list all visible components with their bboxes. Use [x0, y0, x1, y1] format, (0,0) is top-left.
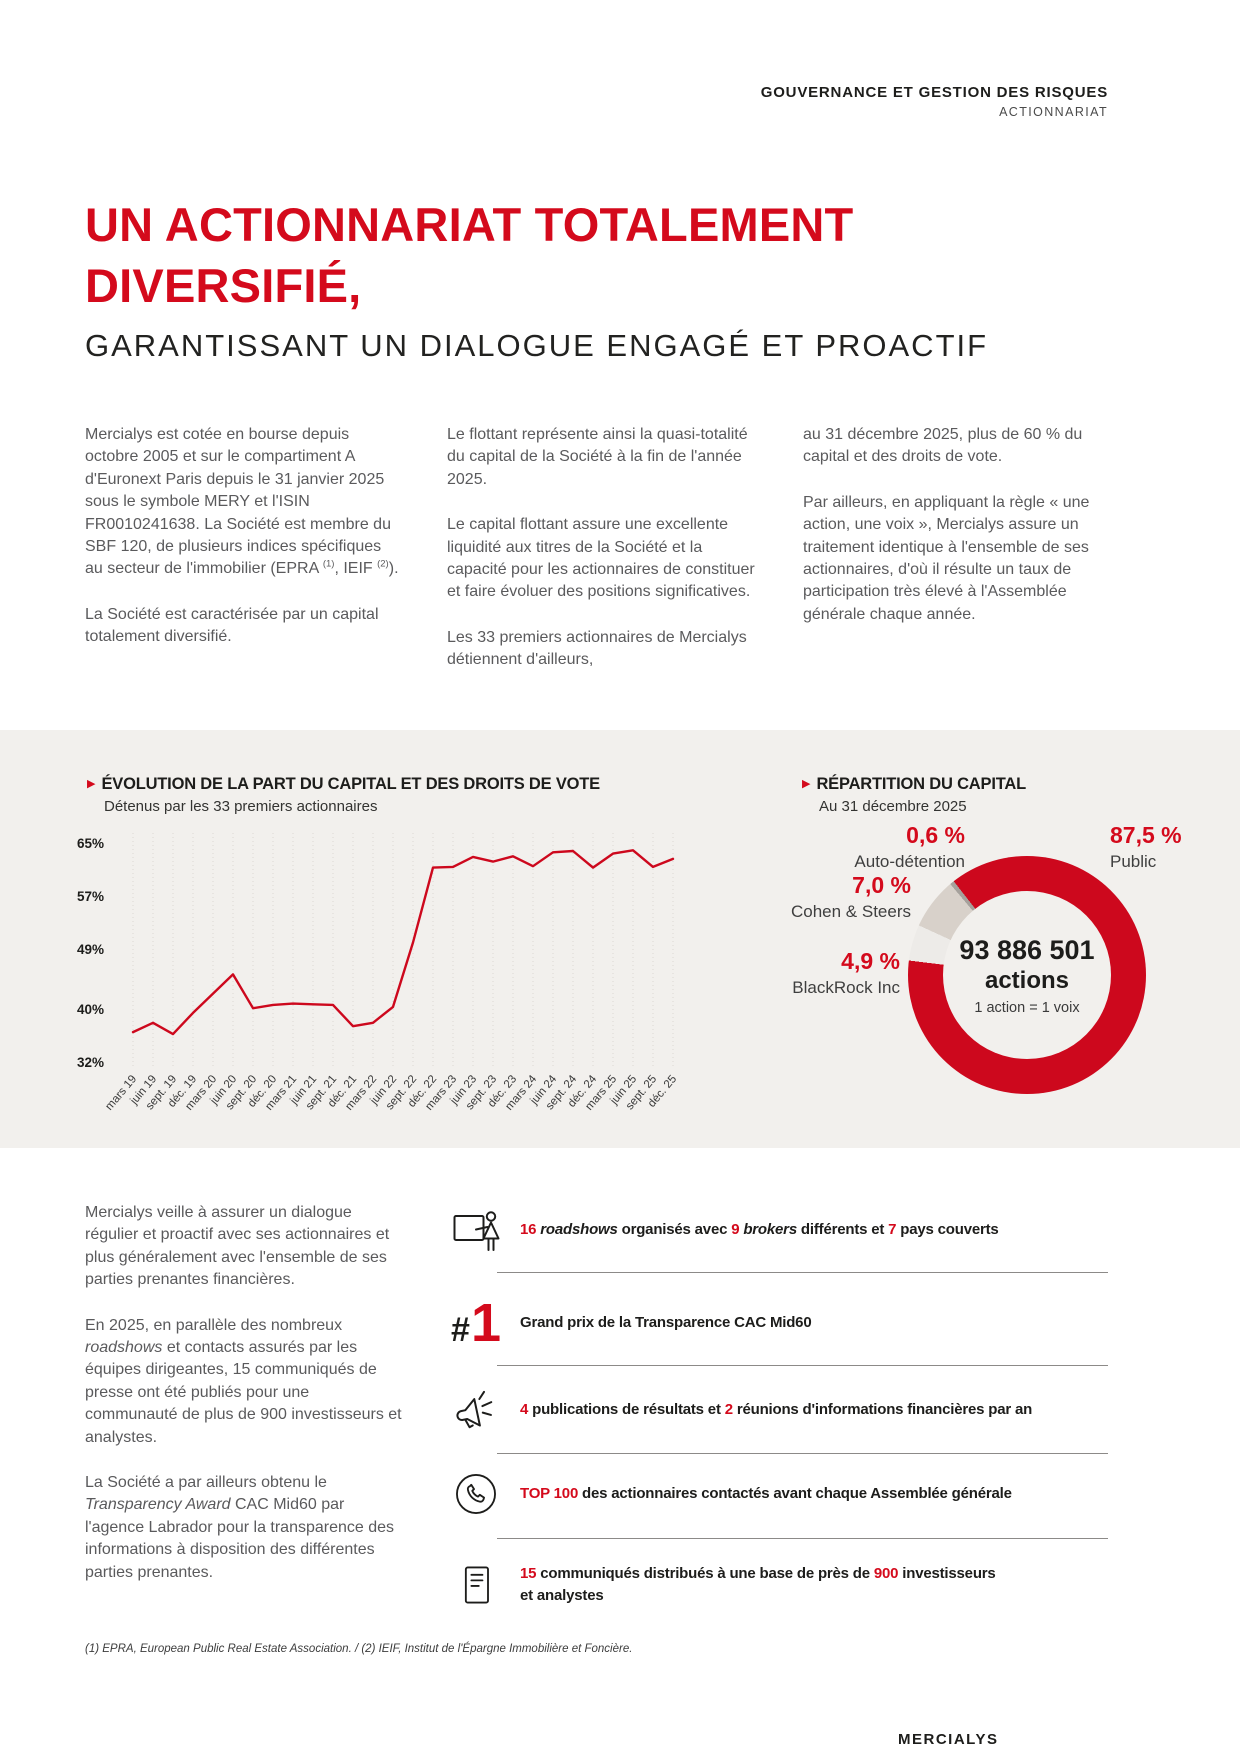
slice-percent: 4,9 % [841, 948, 900, 974]
donut-chart-title: RÉPARTITION DU CAPITAL [816, 775, 1026, 793]
slice-label-cohen-steers: 7,0 % Cohen & Steers [791, 872, 911, 923]
svg-text:32%: 32% [77, 1055, 104, 1070]
slice-percent: 7,0 % [852, 872, 911, 898]
svg-text:57%: 57% [77, 889, 104, 904]
slice-percent: 0,6 % [906, 822, 965, 848]
page-title: UN ACTIONNARIAT TOTALEMENT DIVERSIFIÉ, [85, 194, 853, 316]
kpi-text: Grand prix de la Transparence CAC Mid60 [520, 1314, 812, 1331]
footnote: (1) EPRA, European Public Real Estate As… [85, 1643, 633, 1655]
slice-label-public: 87,5 % Public [1110, 822, 1182, 873]
bullet-marker-icon: ▶ [87, 778, 96, 790]
phone-icon [448, 1468, 504, 1520]
rank-hash: # [451, 1311, 470, 1349]
intro-column-2: Le flottant représente ainsi la quasi-to… [447, 424, 765, 695]
rank-1-badge: #1 [448, 1292, 504, 1354]
donut-chart-subtitle: Au 31 décembre 2025 [819, 798, 967, 815]
dialogue-text-block: Mercialys veille à assurer un dialogue r… [85, 1202, 403, 1607]
page-subtitle: GARANTISSANT UN DIALOGUE ENGAGÉ ET PROAC… [85, 328, 989, 363]
svg-text:40%: 40% [77, 1002, 104, 1017]
line-chart-header: ▶ ÉVOLUTION DE LA PART DU CAPITAL ET DES … [87, 775, 600, 815]
mercialys-logo: MERCIALYS [898, 1731, 999, 1748]
line-chart-title: ÉVOLUTION DE LA PART DU CAPITAL ET DES D… [101, 775, 600, 793]
intro-paragraph: Mercialys est cotée en bourse depuis oct… [85, 426, 399, 578]
presentation-icon [448, 1205, 504, 1255]
kpi-separator [497, 1538, 1108, 1539]
slice-name: BlackRock Inc [792, 978, 900, 997]
donut-chart: 93 886 501 actions 1 action = 1 voix [908, 856, 1146, 1094]
slice-label-auto-detention: 0,6 % Auto-détention [854, 822, 965, 873]
dialogue-paragraph: En 2025, en parallèle des nombreux roads… [85, 1316, 402, 1446]
share-count: 93 886 501 [959, 934, 1095, 965]
kpi-separator [497, 1272, 1108, 1273]
kpi-text: 16 roadshows organisés avec 9 brokers di… [520, 1221, 999, 1238]
section-subheader: ACTIONNARIAT [999, 105, 1108, 119]
svg-text:49%: 49% [77, 942, 104, 957]
kpi-row-roadshows: 16 roadshows organisés avec 9 brokers di… [448, 1198, 1138, 1262]
kpi-text: 15 communiqués distribués à une base de … [520, 1565, 996, 1604]
slice-name: Auto-détention [854, 852, 965, 871]
svg-text:65%: 65% [77, 836, 104, 851]
press-release-icon [448, 1560, 504, 1610]
slice-name: Cohen & Steers [790, 902, 911, 921]
kpi-row-publications: 4 publications de résultats et 2 réunion… [448, 1382, 1138, 1438]
intro-paragraph: La Société est caractérisée par un capit… [85, 605, 379, 646]
dialogue-paragraph: La Société a par ailleurs obtenu le Tran… [85, 1474, 395, 1581]
donut-chart-header: ▶ RÉPARTITION DU CAPITAL Au 31 décembre 2… [802, 775, 1026, 815]
intro-paragraph: Les 33 premiers actionnaires de Mercialy… [447, 628, 747, 669]
kpi-separator [497, 1453, 1108, 1454]
kpi-row-communiques: 15 communiqués distribués à une base de … [448, 1550, 1138, 1620]
slice-label-blackrock: 4,9 % BlackRock Inc [792, 948, 900, 999]
section-header: GOUVERNANCE ET GESTION DES RISQUES [760, 84, 1108, 101]
intro-paragraph: Le flottant représente ainsi la quasi-to… [447, 426, 748, 488]
intro-paragraph: Le capital flottant assure une excellent… [447, 516, 755, 601]
line-chart-subtitle: Détenus par les 33 premiers actionnaires [104, 798, 378, 815]
megaphone-icon [448, 1384, 504, 1436]
kpi-row-top100: TOP 100 des actionnaires contactés avant… [448, 1466, 1138, 1522]
share-count-unit: actions [984, 966, 1070, 994]
kpi-text: 4 publications de résultats et 2 réunion… [520, 1401, 1033, 1418]
share-vote-note: 1 action = 1 voix [974, 999, 1080, 1016]
slice-percent: 87,5 % [1110, 822, 1182, 848]
donut-center: 93 886 501 actions 1 action = 1 voix [943, 891, 1111, 1059]
kpi-text: TOP 100 des actionnaires contactés avant… [520, 1485, 1012, 1502]
intro-column-3: au 31 décembre 2025, plus de 60 % du cap… [803, 424, 1121, 649]
doc-header: GOUVERNANCE ET GESTION DES RISQUES ACTIO… [761, 84, 1108, 119]
intro-column-1: Mercialys est cotée en bourse depuis oct… [85, 424, 403, 672]
slice-name: Public [1110, 852, 1157, 871]
kpi-row-rank: #1 Grand prix de la Transparence CAC Mid… [448, 1292, 1138, 1354]
bullet-marker-icon: ▶ [802, 778, 811, 790]
intro-paragraph: Par ailleurs, en appliquant la règle « u… [803, 493, 1090, 623]
dialogue-paragraph: Mercialys veille à assurer un dialogue r… [85, 1204, 390, 1289]
rank-number: 1 [470, 1293, 501, 1353]
intro-paragraph: au 31 décembre 2025, plus de 60 % du cap… [803, 426, 1083, 466]
kpi-separator [497, 1365, 1108, 1366]
page-title-line2: DIVERSIFIÉ, [85, 259, 362, 312]
page-title-line1: UN ACTIONNARIAT TOTALEMENT [85, 198, 854, 251]
